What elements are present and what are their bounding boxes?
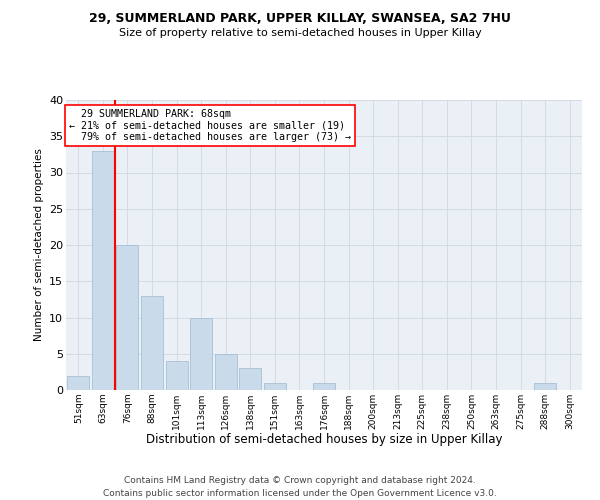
Text: Distribution of semi-detached houses by size in Upper Killay: Distribution of semi-detached houses by … [146, 432, 502, 446]
Bar [116, 245, 139, 390]
Bar [239, 368, 262, 390]
Bar [190, 318, 212, 390]
Text: Size of property relative to semi-detached houses in Upper Killay: Size of property relative to semi-detach… [119, 28, 481, 38]
Bar [264, 383, 286, 390]
Text: 29 SUMMERLAND PARK: 68sqm
← 21% of semi-detached houses are smaller (19)
  79% o: 29 SUMMERLAND PARK: 68sqm ← 21% of semi-… [68, 108, 350, 142]
Bar [141, 296, 163, 390]
Bar [313, 383, 335, 390]
Bar [534, 383, 556, 390]
Y-axis label: Number of semi-detached properties: Number of semi-detached properties [34, 148, 44, 342]
Text: Contains public sector information licensed under the Open Government Licence v3: Contains public sector information licen… [103, 489, 497, 498]
Bar [67, 376, 89, 390]
Bar [215, 354, 237, 390]
Bar [166, 361, 188, 390]
Text: Contains HM Land Registry data © Crown copyright and database right 2024.: Contains HM Land Registry data © Crown c… [124, 476, 476, 485]
Text: 29, SUMMERLAND PARK, UPPER KILLAY, SWANSEA, SA2 7HU: 29, SUMMERLAND PARK, UPPER KILLAY, SWANS… [89, 12, 511, 26]
Bar [92, 151, 114, 390]
